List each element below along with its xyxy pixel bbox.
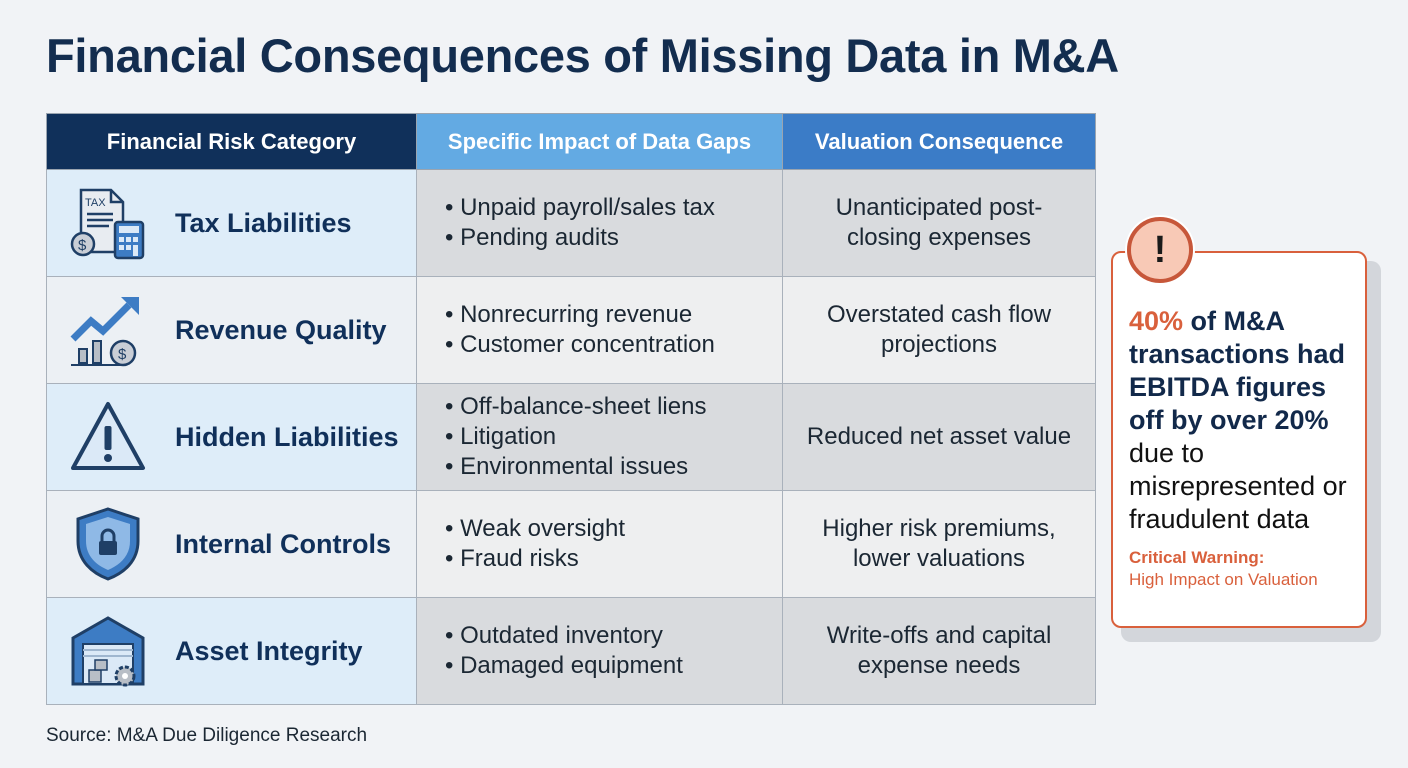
- impact-item: Pending audits: [445, 223, 782, 253]
- impact-cell: Unpaid payroll/sales taxPending audits: [416, 169, 783, 277]
- impact-item: Customer concentration: [445, 330, 782, 360]
- impact-list: Outdated inventoryDamaged equipment: [417, 621, 782, 681]
- category-label: Hidden Liabilities: [175, 421, 399, 452]
- header-specific-impact: Specific Impact of Data Gaps: [416, 113, 783, 170]
- warning-text: High Impact on Valuation: [1129, 570, 1318, 589]
- exclamation-icon: !: [1127, 217, 1193, 283]
- category-cell: $ Revenue Quality: [46, 276, 417, 384]
- growth-chart-icon: $: [70, 297, 139, 367]
- table-row: $ Revenue Quality Nonrecurring revenueCus…: [46, 276, 1096, 384]
- table-row: Asset Integrity Outdated inventoryDamage…: [46, 597, 1096, 705]
- consequence-cell: Reduced net asset value: [782, 383, 1096, 491]
- consequence-text: Write-offs and capital expense needs: [826, 622, 1052, 679]
- consequence-cell: Write-offs and capital expense needs: [782, 597, 1096, 705]
- impact-cell: Nonrecurring revenueCustomer concentrati…: [416, 276, 783, 384]
- impact-item: Outdated inventory: [445, 621, 782, 651]
- impact-item: Fraud risks: [445, 544, 782, 574]
- impact-list: Off-balance-sheet liensLitigationEnviron…: [417, 392, 782, 482]
- impact-item: Nonrecurring revenue: [445, 300, 782, 330]
- impact-item: Litigation: [445, 422, 782, 452]
- consequence-text: Overstated cash flow projections: [826, 301, 1052, 358]
- impact-list: Weak oversightFraud risks: [417, 514, 782, 574]
- impact-item: Unpaid payroll/sales tax: [445, 193, 782, 223]
- table-row: TAX $ Tax Liabilities Unpaid payroll/sales…: [46, 169, 1096, 277]
- consequence-cell: Overstated cash flow projections: [782, 276, 1096, 384]
- impact-cell: Off-balance-sheet liensLitigationEnviron…: [416, 383, 783, 491]
- impact-item: Weak oversight: [445, 514, 782, 544]
- svg-text:$: $: [118, 346, 127, 363]
- impact-item: Damaged equipment: [445, 651, 782, 681]
- consequence-text: Higher risk premiums, lower valuations: [822, 515, 1056, 572]
- impact-list: Nonrecurring revenueCustomer concentrati…: [417, 300, 782, 360]
- table-row: Internal Controls Weak oversightFraud ri…: [46, 490, 1096, 598]
- category-cell: Asset Integrity: [46, 597, 417, 705]
- header-risk-category: Financial Risk Category: [46, 113, 417, 170]
- statistic-callout: 40% of M&A transactions had EBITDA figur…: [1111, 251, 1367, 628]
- svg-text:TAX: TAX: [85, 197, 106, 209]
- risk-table: Financial Risk Category Specific Impact …: [46, 113, 1096, 705]
- impact-item: Off-balance-sheet liens: [445, 392, 782, 422]
- impact-list: Unpaid payroll/sales taxPending audits: [417, 193, 782, 253]
- statistic-detail: due to misrepresented or fraudulent data: [1129, 438, 1347, 534]
- category-label: Tax Liabilities: [175, 207, 352, 238]
- statistic-bold-text: of M&A transactions had EBITDA figures o…: [1129, 306, 1346, 435]
- warning-triangle-icon: [71, 402, 145, 470]
- consequence-text: Unanticipated post-closing expenses: [835, 194, 1043, 251]
- table-header-row: Financial Risk Category Specific Impact …: [46, 113, 1096, 170]
- header-valuation-consequence: Valuation Consequence: [782, 113, 1096, 170]
- source-note: Source: M&A Due Diligence Research: [46, 725, 368, 746]
- statistic-headline: 40% of M&A transactions had EBITDA figur…: [1129, 305, 1351, 437]
- warning-label: Critical Warning:: [1129, 548, 1265, 567]
- consequence-text: Reduced net asset value: [806, 423, 1072, 450]
- tax-calculator-icon: TAX $: [70, 188, 145, 260]
- impact-cell: Outdated inventoryDamaged equipment: [416, 597, 783, 705]
- impact-cell: Weak oversightFraud risks: [416, 490, 783, 598]
- category-label: Revenue Quality: [175, 314, 387, 345]
- category-label: Internal Controls: [175, 528, 392, 559]
- impact-item: Environmental issues: [445, 452, 782, 482]
- shield-lock-icon: [76, 507, 140, 581]
- page-title: Financial Consequences of Missing Data i…: [46, 29, 1119, 82]
- consequence-cell: Higher risk premiums, lower valuations: [782, 490, 1096, 598]
- warehouse-gear-icon: [71, 616, 145, 687]
- category-cell: Internal Controls: [46, 490, 417, 598]
- svg-text:$: $: [78, 237, 87, 254]
- table-row: Hidden Liabilities Off-balance-sheet lie…: [46, 383, 1096, 491]
- category-cell: TAX $ Tax Liabilities: [46, 169, 417, 277]
- statistic-percent: 40%: [1129, 306, 1184, 336]
- category-label: Asset Integrity: [175, 635, 363, 666]
- category-cell: Hidden Liabilities: [46, 383, 417, 491]
- consequence-cell: Unanticipated post-closing expenses: [782, 169, 1096, 277]
